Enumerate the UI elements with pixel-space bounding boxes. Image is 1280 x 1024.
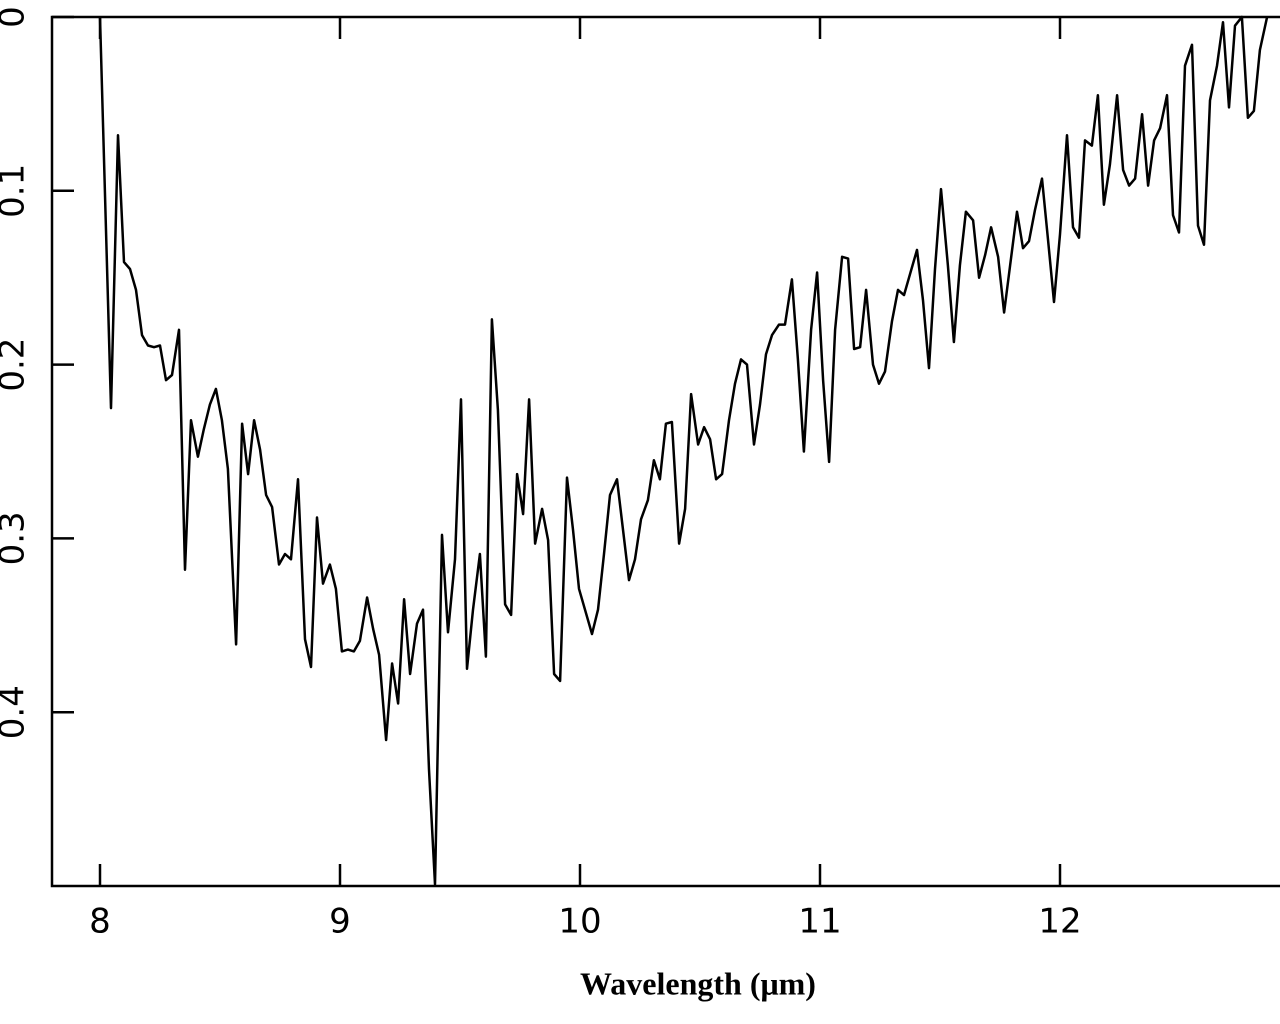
x-tick-label: 11 — [798, 902, 841, 942]
x-tick-label: 9 — [329, 902, 351, 942]
y-tick-label: 0.4 — [0, 685, 33, 739]
x-tick-label: 13 — [1278, 902, 1280, 942]
x-axis-label: Wavelength (μm) — [580, 965, 816, 1001]
x-tick-label: 8 — [89, 902, 111, 942]
x-tick-label: 12 — [1038, 902, 1081, 942]
y-tick-label: 0.2 — [0, 338, 33, 392]
y-tick-label: 0 — [0, 6, 33, 28]
plot-frame — [50, 15, 1280, 888]
x-tick-label: 10 — [558, 902, 601, 942]
spectrum-line — [98, 15, 1269, 886]
y-tick-label: 0.1 — [0, 164, 33, 218]
y-tick-label: 0.3 — [0, 511, 33, 565]
